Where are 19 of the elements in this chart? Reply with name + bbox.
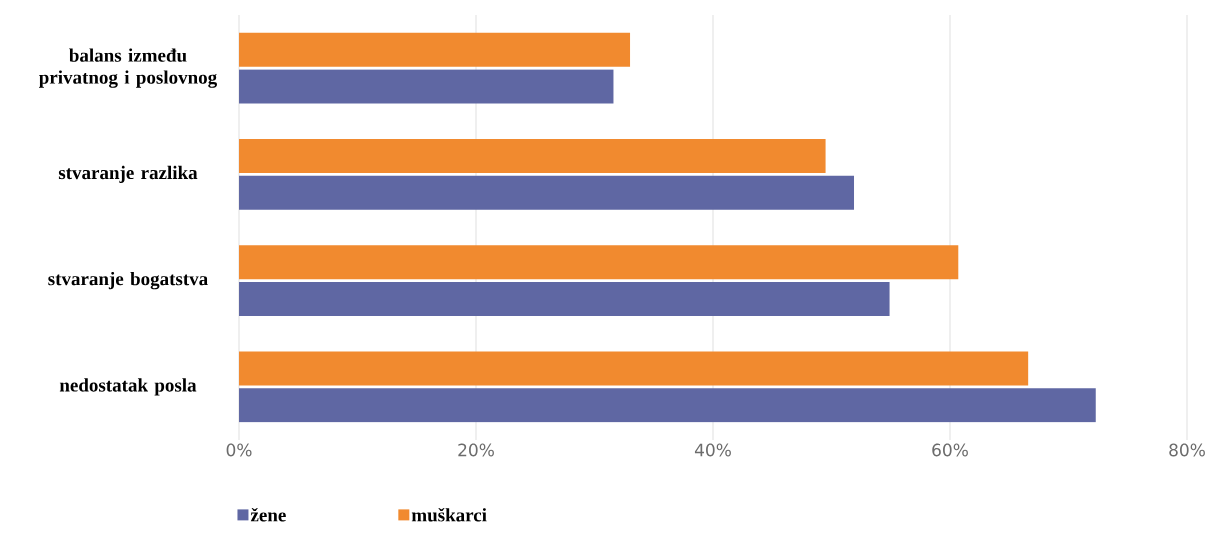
bar [239, 351, 1029, 386]
x-tick-label: 80% [1169, 443, 1205, 457]
bar [239, 388, 1096, 423]
x-tick-label: 40% [694, 443, 731, 457]
legend-label: žene [250, 507, 286, 522]
x-tick-label: 60% [932, 443, 968, 457]
y-tick-label: balans između privatnog i poslovnog [39, 48, 217, 88]
y-tick-label: stvaranje bogatstva [48, 271, 208, 290]
bar [239, 139, 826, 174]
bar [239, 69, 614, 104]
y-tick-label: stvaranje razlika [58, 165, 198, 183]
x-tick-label: 20% [458, 443, 494, 457]
legend-label: muškarci [411, 507, 487, 522]
bar [239, 32, 631, 67]
y-tick-label: nedostatak posla [59, 378, 197, 396]
bar [239, 281, 890, 316]
x-tick-label: 0% [226, 443, 252, 457]
bar [239, 245, 959, 280]
bar [239, 175, 855, 210]
